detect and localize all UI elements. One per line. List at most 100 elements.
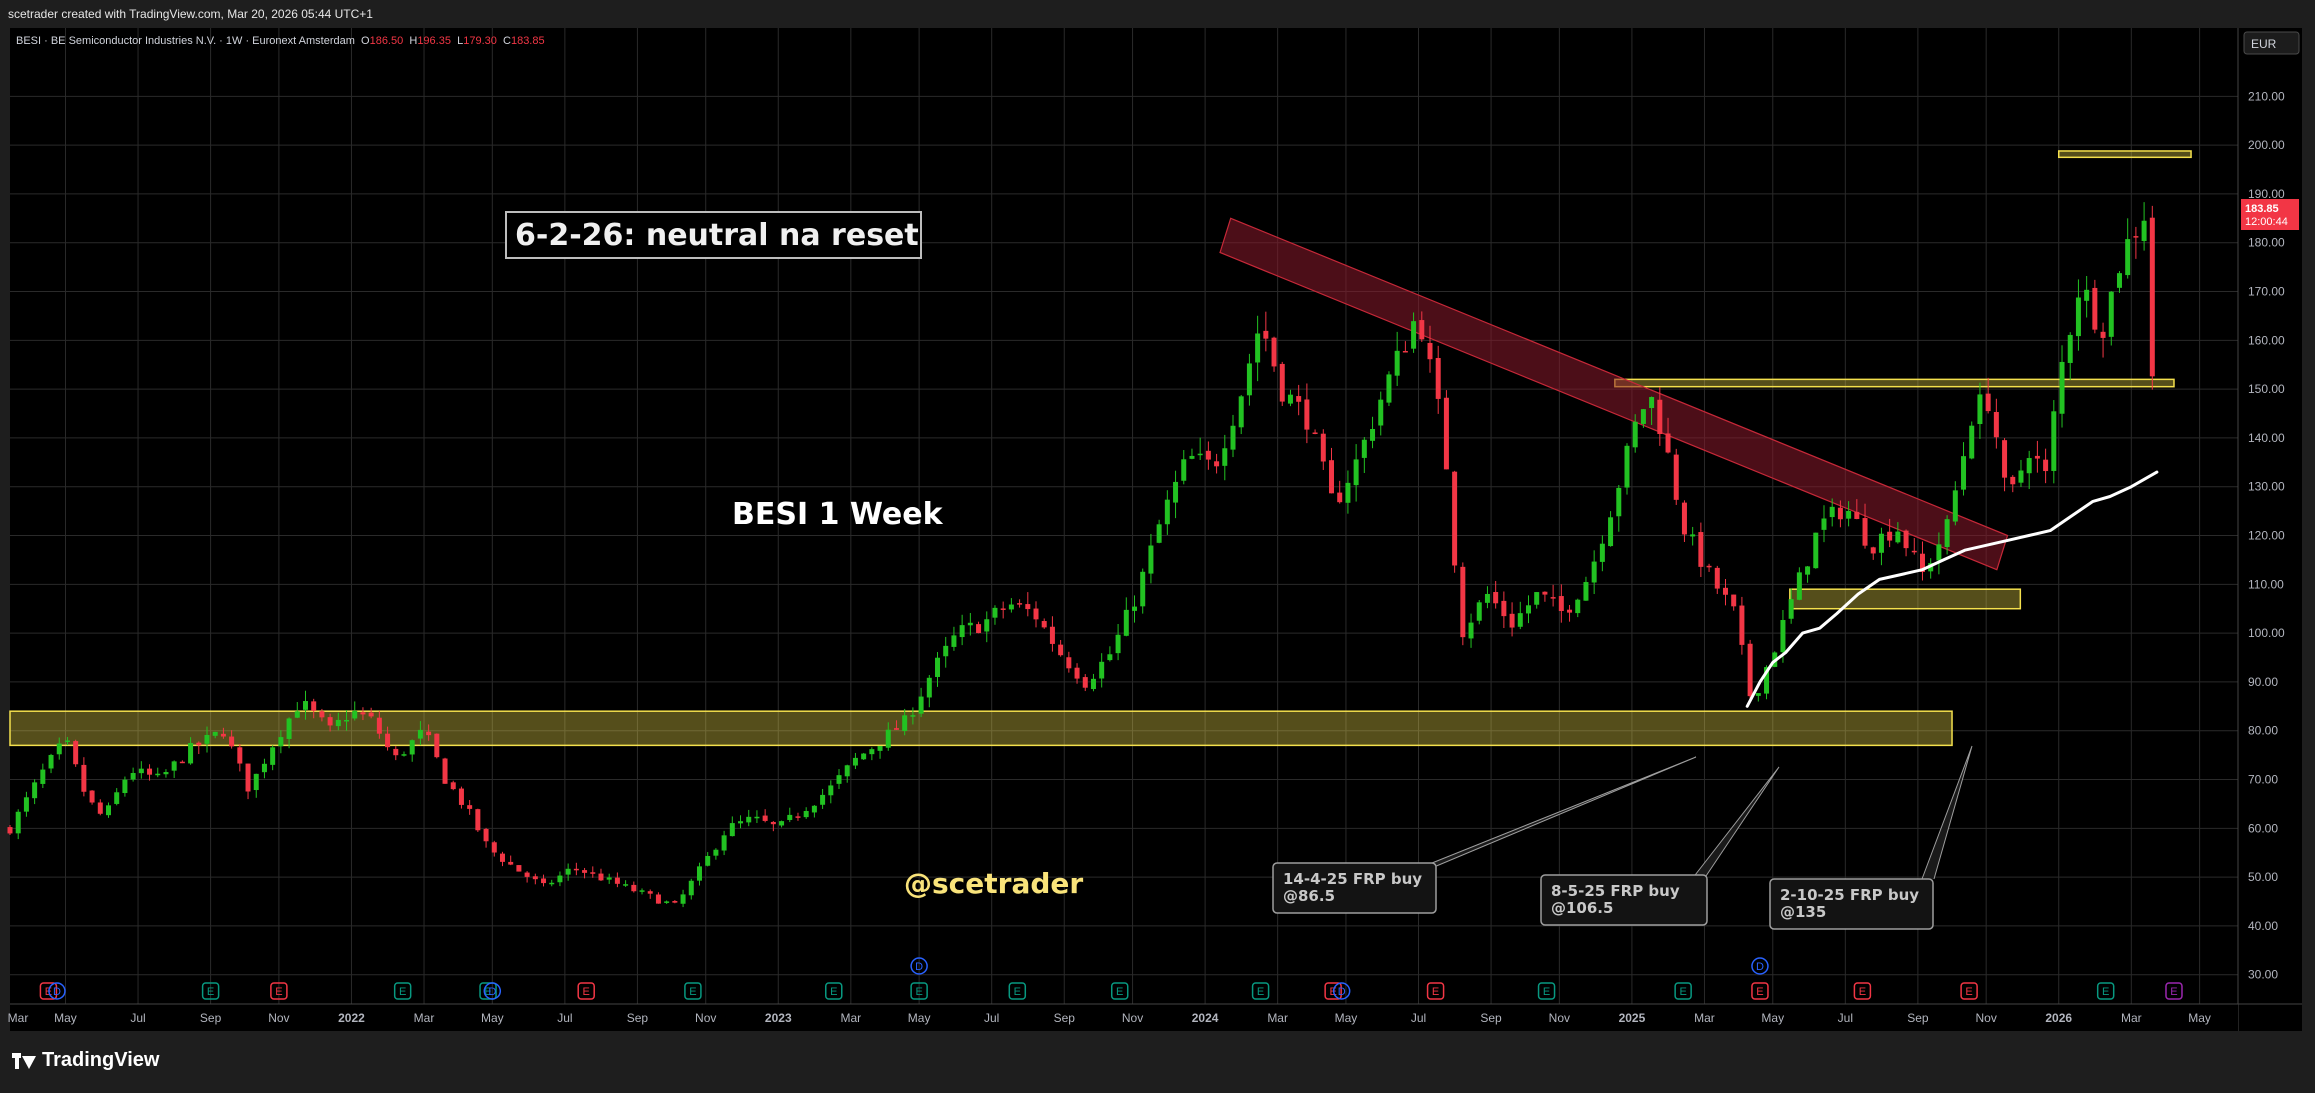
callout-frame	[1272, 862, 1437, 914]
callout-frp-2[interactable]: 8-5-25 FRP buy @106.5	[1540, 874, 1708, 926]
candle-body	[1870, 547, 1876, 554]
time-tick-label: Mar	[1267, 1011, 1288, 1025]
candle-body	[220, 733, 226, 737]
earnings-frame	[1008, 982, 1027, 1000]
candle-body	[1936, 544, 1942, 561]
earnings-marker: E	[479, 982, 497, 1000]
tradingview-brand[interactable]: TradingView	[12, 1049, 159, 1072]
candle-body	[1780, 620, 1786, 653]
currency-button-frame	[2243, 31, 2300, 55]
callout-line1: 14-4-25 FRP buy	[1283, 870, 1422, 888]
candle-body	[1599, 543, 1605, 562]
candle-body	[902, 715, 908, 731]
candle-body	[81, 764, 87, 792]
candle-body	[573, 868, 579, 871]
zone-mid-zone	[1789, 588, 2022, 610]
candle-body	[1493, 592, 1499, 604]
dividend-marker	[1751, 957, 1769, 975]
callout-frp-3[interactable]: 2-10-25 FRP buy @135	[1769, 878, 1934, 930]
candle-body	[155, 773, 161, 776]
candle-body	[1624, 445, 1630, 488]
candle-body	[1484, 593, 1490, 603]
candle-body	[97, 802, 103, 814]
candle-body	[1919, 553, 1925, 572]
price-tick-label: 170.00	[2248, 285, 2285, 299]
candle-body	[2084, 289, 2090, 301]
dividend-ring	[48, 982, 66, 1000]
candle-body	[48, 754, 54, 769]
candle-body	[803, 810, 809, 818]
time-axis-panel[interactable]	[10, 1004, 2238, 1031]
candle-body	[1640, 409, 1646, 424]
candle-body	[959, 625, 965, 638]
candle-body	[549, 882, 555, 885]
callout-frp-1[interactable]: 14-4-25 FRP buy @86.5	[1272, 862, 1437, 914]
currency-button[interactable]: EUR	[2243, 31, 2300, 55]
event-label: D	[53, 986, 61, 998]
candle-body	[2141, 220, 2147, 242]
candle-body	[1181, 459, 1187, 481]
callout-line2: @86.5	[1283, 887, 1335, 905]
price-tick-label: 90.00	[2248, 675, 2278, 689]
candle-body	[1386, 374, 1392, 403]
candle-body	[319, 711, 325, 718]
candle-body	[204, 734, 210, 744]
countdown-value: 12:00:44	[2245, 216, 2288, 228]
candle-body	[877, 745, 883, 751]
candle-body	[2092, 287, 2098, 330]
time-tick-label: Sep	[1480, 1011, 1502, 1025]
low-value: 179.30	[463, 35, 497, 47]
earnings-frame	[39, 982, 58, 1000]
candle-body	[1008, 604, 1014, 610]
candle-body	[1058, 644, 1064, 656]
time-tick-label: May	[1335, 1011, 1358, 1025]
price-tick-label: 60.00	[2248, 821, 2278, 835]
candle-body	[212, 731, 218, 736]
candle-body	[1813, 532, 1819, 569]
price-tick-label: 180.00	[2248, 236, 2285, 250]
candle-body	[885, 729, 891, 748]
event-label: E	[583, 986, 590, 998]
candle-body	[1854, 511, 1860, 520]
candle-body	[1501, 600, 1507, 617]
frp-line-layer	[1745, 470, 2159, 708]
earnings-marker: E	[910, 982, 928, 1000]
candle-body	[368, 712, 374, 717]
earnings-marker: E	[1751, 982, 1769, 1000]
event-label: E	[1257, 986, 1264, 998]
title-box-text: 6-2-26: neutral na reset	[515, 218, 919, 253]
callout-line1: 2-10-25 FRP buy	[1780, 886, 1919, 904]
candle-body	[393, 748, 399, 756]
candle-body	[2043, 459, 2049, 472]
time-axis-ticks: Mar May Jul Sep Nov 2022 Mar May Jul Sep Nov 2023 Ma…	[8, 1011, 2211, 1025]
candle-body	[1238, 396, 1244, 428]
earnings-frame	[393, 982, 412, 1000]
earnings-frame	[1751, 982, 1769, 1000]
high-value: 196.35	[417, 35, 451, 47]
time-tick-label: 2026	[2045, 1011, 2072, 1025]
earnings-marker: D	[483, 982, 502, 1000]
candle-body	[335, 719, 341, 727]
callout-line2: @135	[1780, 903, 1826, 921]
candle-body	[582, 870, 588, 873]
candle-body	[655, 894, 661, 904]
time-tick-label: Mar	[840, 1011, 861, 1025]
candle-body	[1558, 596, 1564, 611]
candle-body	[1575, 599, 1581, 614]
time-tick-label: Mar	[2121, 1011, 2142, 1025]
candle-body	[557, 875, 563, 883]
candle-body	[787, 814, 793, 821]
candle-body	[253, 773, 259, 791]
candle-body	[1156, 524, 1162, 543]
candle-body	[1017, 603, 1023, 605]
price-scale-panel[interactable]	[2238, 28, 2302, 1031]
high-label: H	[409, 35, 418, 47]
candle-body	[1370, 428, 1376, 441]
title-box[interactable]: 6-2-26: neutral na reset	[505, 211, 922, 259]
candle-body	[647, 891, 653, 894]
candle-body	[237, 747, 243, 764]
caption-text: scetrader created with TradingView.com, …	[8, 7, 373, 21]
candle-body	[163, 772, 169, 775]
candle-body	[1911, 550, 1917, 553]
